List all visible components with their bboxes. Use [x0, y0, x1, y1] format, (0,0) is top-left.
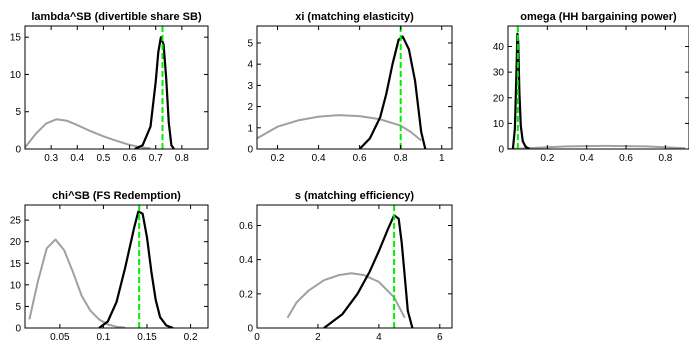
y-tick-label: 5	[247, 38, 253, 49]
y-tick-label: 20	[10, 237, 22, 248]
y-tick-label: 0	[15, 324, 21, 335]
y-tick-label: 5	[15, 302, 21, 313]
panel-omega: omega (HH bargaining power) 0.2 0.4 0.6 0.8…	[493, 11, 689, 164]
axes-frame	[256, 204, 453, 329]
y-tick-label: 40	[493, 42, 505, 53]
y-tick-label: 30	[493, 68, 505, 79]
y-tick-label: 0	[247, 324, 253, 335]
x-tick-label: 0.15	[137, 332, 157, 343]
x-tick-label: 0.8	[658, 153, 672, 164]
y-tick-label: 10	[493, 119, 505, 130]
axes-frame	[507, 25, 689, 150]
y-tick-label: 0	[247, 145, 253, 156]
x-tick-label: 0.5	[96, 153, 110, 164]
y-tick-label: 3	[247, 81, 253, 92]
y-tick-label: 0	[498, 145, 504, 156]
y-tick-label: 25	[10, 216, 22, 227]
x-tick-label: 0.3	[44, 153, 58, 164]
posterior-density-line	[358, 35, 427, 149]
axes-frame	[256, 25, 453, 150]
prior-density-line	[286, 272, 406, 319]
y-tick-label: 1	[247, 123, 253, 134]
y-tick-label: 0	[15, 145, 21, 156]
y-tick-label: 5	[15, 107, 21, 118]
posterior-density-line	[511, 32, 531, 149]
y-tick-label: 2	[247, 102, 253, 113]
x-tick-label: 0.6	[353, 153, 367, 164]
panel-lambda-sb: lambda^SB (divertible share SB) 0.3 0.4 0.…	[10, 11, 209, 164]
y-tick-label: 4	[247, 60, 253, 71]
x-tick-label: 0.4	[580, 153, 594, 164]
prior-density-line	[28, 238, 126, 328]
panel-title: omega (HH bargaining power)	[520, 11, 677, 23]
y-tick-label: 0.4	[239, 255, 253, 266]
prior-density-line	[257, 114, 422, 142]
prior-density-line	[25, 118, 151, 149]
x-tick-label: 2	[315, 332, 321, 343]
x-tick-label: 0.6	[619, 153, 633, 164]
posterior-density-line	[323, 214, 414, 328]
x-tick-label: 1	[439, 153, 445, 164]
x-tick-label: 0.1	[96, 332, 110, 343]
x-tick-label: 4	[376, 332, 382, 343]
y-tick-label: 10	[10, 70, 22, 81]
x-tick-label: 0.2	[184, 332, 198, 343]
y-tick-label: 0.2	[239, 289, 253, 300]
x-tick-label: 0.4	[70, 153, 84, 164]
x-tick-label: 0.4	[312, 153, 326, 164]
x-tick-label: 0.05	[50, 332, 70, 343]
x-tick-label: 0.8	[175, 153, 189, 164]
panel-xi: xi (matching elasticity) 0.2 0.4 0.6 0.8 1 0 1…	[247, 11, 453, 164]
y-tick-label: 15	[10, 33, 22, 44]
x-tick-label: 0	[254, 332, 260, 343]
panel-title: s (matching efficiency)	[295, 190, 415, 202]
axes-frame	[24, 204, 209, 329]
posterior-density-line	[98, 210, 174, 328]
x-tick-label: 0.8	[394, 153, 408, 164]
x-tick-label: 0.6	[123, 153, 137, 164]
posterior-density-line	[134, 36, 175, 149]
panel-s: s (matching efficiency) 0 2 4 6 0 0.2 0.4 0.6	[239, 190, 453, 343]
panel-title: chi^SB (FS Redemption)	[52, 190, 181, 202]
x-tick-label: 0.2	[540, 153, 554, 164]
x-tick-label: 0.7	[149, 153, 163, 164]
y-tick-label: 20	[493, 93, 505, 104]
y-tick-label: 15	[10, 259, 22, 270]
prior-density-line	[508, 144, 686, 149]
x-tick-label: 0.2	[271, 153, 285, 164]
y-tick-label: 10	[10, 280, 22, 291]
panel-chi-sb: chi^SB (FS Redemption) 0.05 0.1 0.15 0.2 0 5 1…	[10, 190, 209, 343]
panel-title: xi (matching elasticity)	[295, 11, 414, 23]
y-tick-label: 0.6	[239, 221, 253, 232]
panel-title: lambda^SB (divertible share SB)	[31, 11, 202, 23]
x-tick-label: 6	[437, 332, 443, 343]
axes-frame	[24, 25, 209, 150]
